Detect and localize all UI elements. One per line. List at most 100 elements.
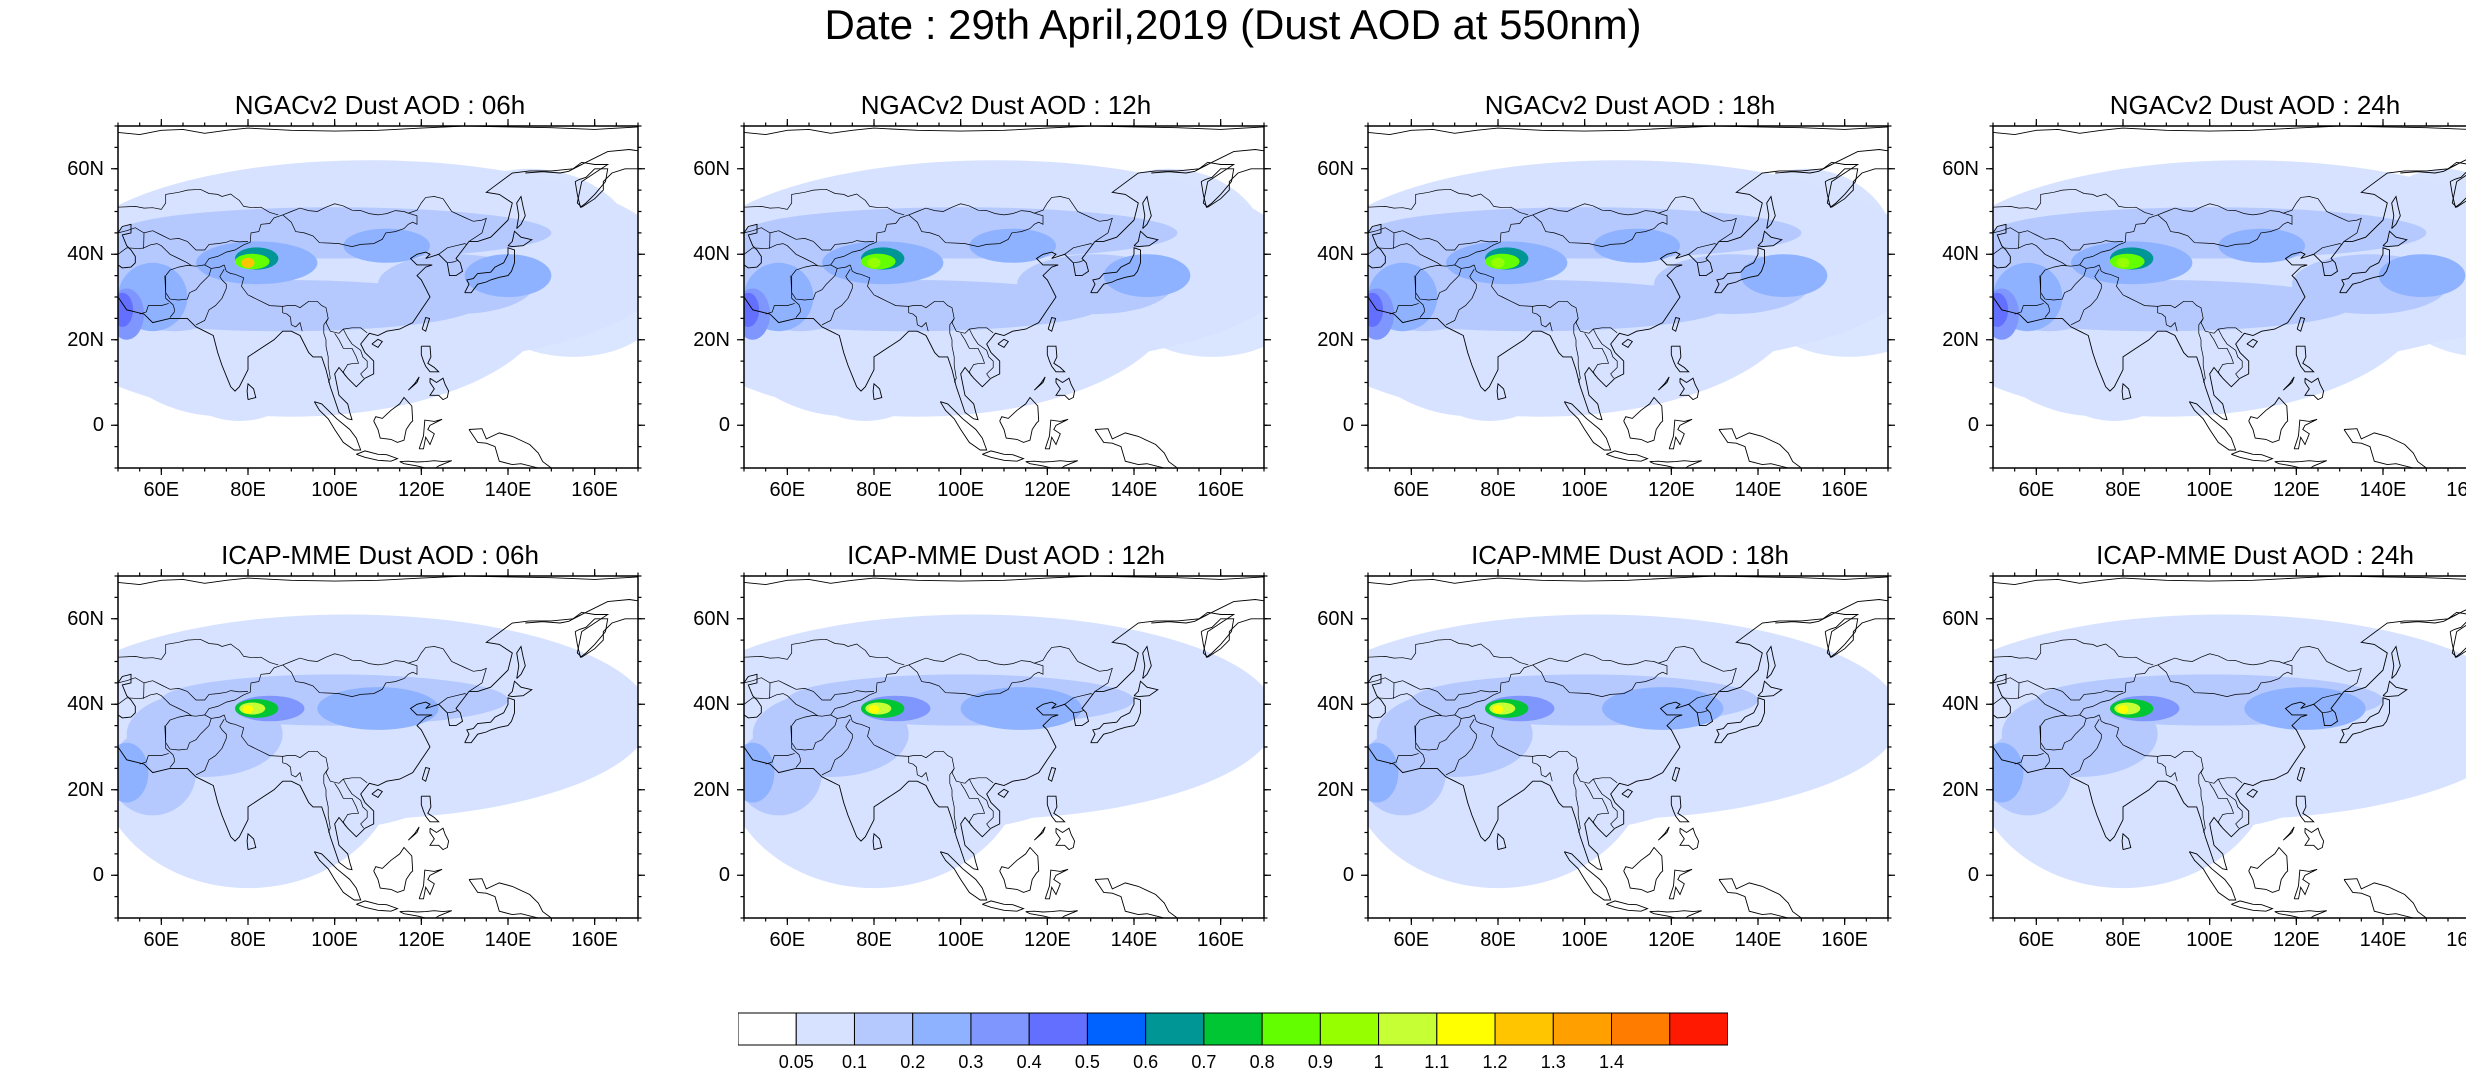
colorbar-label: 1.1 [1424, 1052, 1450, 1072]
panel-title: NGACv2 Dust AOD : 24h [2109, 90, 2401, 120]
lat-tick-label: 20N [1942, 778, 1979, 801]
lat-tick-label: 40N [1317, 243, 1354, 266]
lon-tick-label: 140E [484, 929, 532, 951]
lon-tick-label: 60E [143, 929, 180, 951]
lat-tick-label: 40N [1317, 693, 1354, 716]
colorbar-swatch [1552, 1012, 1613, 1046]
panel-title: ICAP-MME Dust AOD : 24h [2096, 540, 2414, 570]
axis-ticks [1361, 569, 1895, 925]
lon-tick-label: 120E [397, 479, 445, 501]
colorbar-label: 1.4 [1599, 1052, 1625, 1072]
aod-shading [1740, 254, 1828, 297]
dust-aod-map [111, 569, 645, 925]
aod-shading [804, 335, 926, 421]
lon-tick-label: 120E [1647, 479, 1695, 501]
aod-shading [960, 687, 1082, 730]
coastlines [1993, 126, 2466, 468]
aod-shading [2116, 257, 2130, 268]
lon-tick-label: 100E [1561, 929, 1609, 951]
aod-shading [242, 705, 254, 714]
colorbar-swatch [1028, 1012, 1088, 1046]
map-panel: NGACv2 Dust AOD : 18h 60N 40N 20N 0 60E 80E 100… [1308, 90, 1908, 520]
lon-tick-label: 140E [1110, 479, 1158, 501]
lat-tick-label: 40N [1942, 243, 1979, 266]
panel-title: NGACv2 Dust AOD : 18h [1484, 90, 1776, 120]
colorbar-swatch [1494, 1012, 1554, 1046]
lon-tick-label: 160E [571, 479, 619, 501]
lon-tick-label: 80E [856, 479, 892, 501]
aod-shading [343, 228, 430, 263]
aod-shading [1368, 292, 1384, 327]
aod-shading [1428, 335, 1550, 421]
colorbar-swatch [1436, 1012, 1496, 1046]
lon-tick-label: 160E [1197, 929, 1245, 951]
lon-tick-label: 100E [311, 479, 359, 501]
colorbar-swatch [970, 1012, 1030, 1046]
axis-ticks [737, 569, 1271, 925]
borders [1993, 188, 2362, 383]
lat-tick-label: 20N [1317, 328, 1354, 351]
aod-shading [1103, 254, 1191, 297]
lon-tick-label: 120E [2272, 479, 2320, 501]
figure-title: Date : 29th April,2019 (Dust AOD at 550n… [824, 1, 1642, 48]
coastlines [118, 126, 638, 468]
map-panel: ICAP-MME Dust AOD : 06h 60N 40N 20N 0 60E 80E 1… [58, 540, 658, 970]
borders [744, 188, 1113, 383]
coastlines [1368, 576, 1888, 918]
lat-tick-label: 40N [693, 243, 730, 266]
lat-tick-label: 0 [1967, 864, 1979, 887]
borders [1368, 188, 1737, 383]
colorbar-swatch [1611, 1012, 1671, 1046]
dust-aod-map [111, 119, 645, 475]
lon-tick-label: 140E [1110, 929, 1158, 951]
colorbar-label: 0.4 [1016, 1052, 1042, 1072]
lat-tick-label: 60N [1317, 157, 1354, 180]
lon-tick-label: 100E [1561, 479, 1609, 501]
aod-shading [178, 335, 300, 421]
map-panel: ICAP-MME Dust AOD : 24h 60N 40N 20N 0 60E 80E 1… [1933, 540, 2466, 970]
map-panel: NGACv2 Dust AOD : 12h 60N 40N 20N 0 60E 80E 100… [684, 90, 1284, 520]
coastlines [744, 126, 1264, 468]
lat-tick-label: 20N [1317, 778, 1354, 801]
panel-title: NGACv2 Dust AOD : 12h [860, 90, 1152, 120]
colorbar-swatch [738, 1012, 797, 1046]
colorbar-swatch [1669, 1012, 1728, 1046]
lon-tick-label: 80E [1480, 479, 1516, 501]
colorbar-swatch [1261, 1012, 1321, 1046]
panel-title: NGACv2 Dust AOD : 06h [234, 90, 526, 120]
colorbar-swatch [912, 1012, 972, 1046]
lon-tick-label: 140E [1734, 479, 1782, 501]
colorbar-label: 0.2 [900, 1052, 926, 1072]
lon-tick-label: 100E [937, 929, 985, 951]
lon-tick-label: 100E [937, 479, 985, 501]
borders [118, 188, 487, 383]
colorbar-label: 0.05 [778, 1052, 814, 1072]
lat-tick-label: 0 [718, 414, 730, 437]
lon-tick-label: 160E [2446, 929, 2466, 951]
lon-tick-label: 140E [484, 479, 532, 501]
map-panel: ICAP-MME Dust AOD : 18h 60N 40N 20N 0 60E 80E 1… [1308, 540, 1908, 970]
lon-tick-label: 120E [2272, 929, 2320, 951]
colorbar-swatch [1203, 1012, 1263, 1046]
lon-tick-label: 140E [1734, 929, 1782, 951]
colorbar-label: 0.1 [841, 1052, 867, 1072]
lat-tick-label: 60N [1942, 157, 1979, 180]
lon-tick-label: 80E [2105, 479, 2141, 501]
coastlines [118, 576, 638, 918]
lon-tick-label: 80E [230, 479, 266, 501]
dust-aod-map [737, 569, 1271, 925]
lon-tick-label: 160E [1197, 479, 1245, 501]
aod-shading [969, 228, 1056, 263]
lon-tick-label: 80E [2105, 929, 2141, 951]
lon-tick-label: 140E [2359, 479, 2407, 501]
lat-tick-label: 40N [67, 243, 104, 266]
coastlines [744, 576, 1264, 918]
colorbar [738, 1012, 1728, 1046]
dust-aod-map [1986, 119, 2466, 475]
lat-tick-label: 60N [67, 157, 104, 180]
lon-tick-label: 160E [1821, 929, 1869, 951]
lon-tick-label: 60E [1393, 929, 1430, 951]
aod-shading [1993, 742, 2024, 803]
dust-aod-map [1361, 569, 1895, 925]
borders [744, 638, 1113, 833]
